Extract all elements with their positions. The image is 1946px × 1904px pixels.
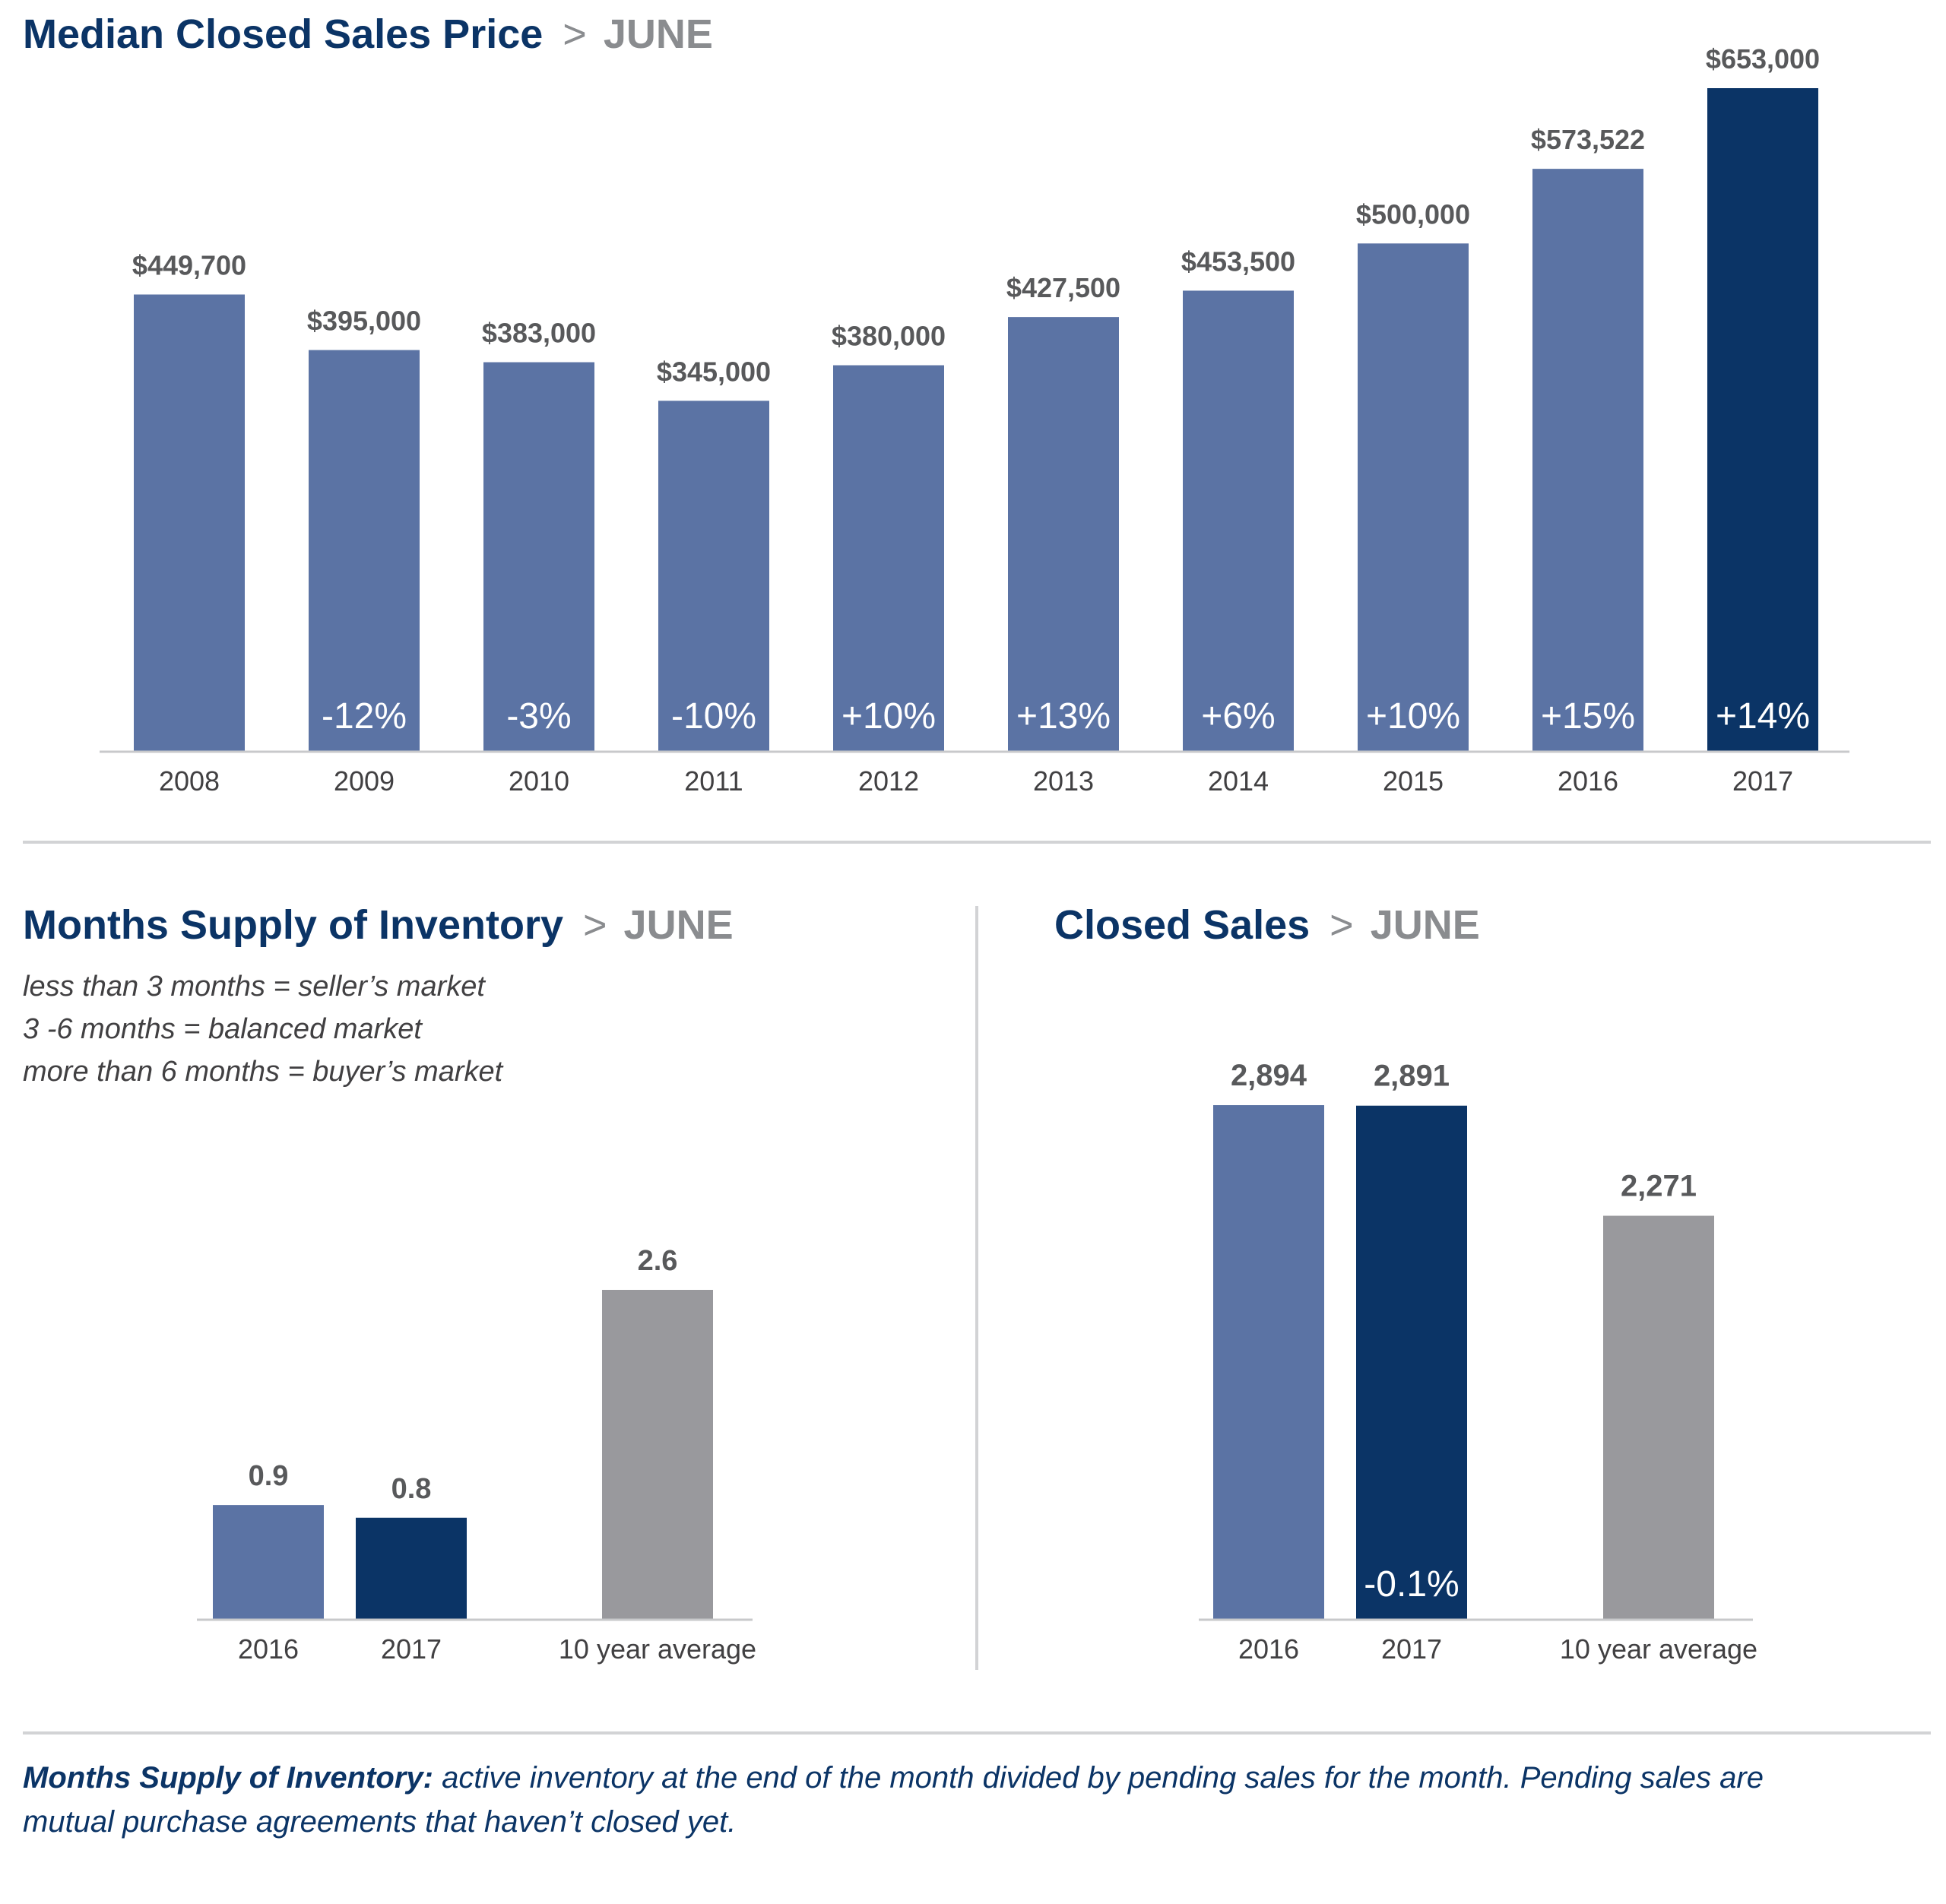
change-label: +13%	[1016, 696, 1111, 737]
median-price-title-text: Median Closed Sales Price	[23, 11, 544, 57]
x-tick-label: 2016	[1558, 765, 1618, 797]
title-separator: >	[583, 902, 607, 948]
value-label: $345,000	[657, 356, 771, 387]
bar-2010	[483, 362, 594, 751]
bar-10-year-average	[602, 1290, 713, 1619]
closed-sales-title-text: Closed Sales	[1054, 902, 1311, 948]
x-tick-label: 10 year average	[1560, 1633, 1757, 1665]
value-label: $383,000	[482, 318, 596, 349]
bar-2017	[1356, 1105, 1467, 1619]
x-tick-label: 2016	[238, 1633, 299, 1665]
change-label: -0.1%	[1364, 1564, 1459, 1605]
value-label: 2,891	[1374, 1060, 1450, 1093]
change-label: +6%	[1201, 696, 1275, 737]
section-divider-top	[23, 841, 1931, 844]
x-tick-label: 2011	[684, 765, 743, 797]
footnote-text: active inventory at the end of the month…	[23, 1761, 1764, 1839]
x-tick-label: 2014	[1208, 765, 1269, 797]
value-label: 2,894	[1231, 1059, 1307, 1092]
bar-2014	[1183, 290, 1294, 751]
value-label: $449,700	[132, 249, 246, 280]
title-separator: >	[563, 11, 587, 57]
x-tick-label: 2016	[1238, 1633, 1299, 1665]
bar-2016	[213, 1505, 324, 1619]
bar-2017	[1707, 88, 1818, 751]
x-tick-label: 2017	[1381, 1633, 1442, 1665]
value-label: 2.6	[638, 1245, 678, 1277]
months-supply-chart: 0.9 2016 0.8 2017 2.6 10 year average	[197, 1245, 756, 1665]
sellers-market-note: less than 3 months = seller’s market	[23, 971, 485, 1003]
months-supply-title: Months Supply of Inventory > JUNE	[23, 904, 734, 946]
closed-sales-chart: 2,894 2016 2,891 -0.1% 2017 2,271 10 year aver…	[1199, 1059, 1757, 1665]
bar-2008	[134, 294, 245, 751]
closed-sales-month: JUNE	[1370, 902, 1480, 948]
value-label: $453,500	[1181, 246, 1295, 277]
change-label: +15%	[1541, 696, 1635, 737]
bar-2012	[833, 365, 944, 751]
median-price-title: Median Closed Sales Price > JUNE	[23, 14, 713, 55]
market-legend: less than 3 months = seller’s market 3 -…	[23, 965, 502, 1093]
x-tick-label: 10 year average	[559, 1633, 756, 1665]
change-label: -3%	[506, 696, 571, 737]
x-tick-label: 2008	[159, 765, 220, 797]
bar-2015	[1358, 243, 1469, 752]
change-label: +10%	[1366, 696, 1460, 737]
x-tick-label: 2009	[334, 765, 395, 797]
bar-2016	[1532, 169, 1643, 752]
title-separator: >	[1330, 902, 1354, 948]
x-tick-label: 2012	[858, 765, 919, 797]
value-label: $573,522	[1531, 124, 1645, 155]
change-label: -12%	[322, 696, 407, 737]
x-tick-label: 2010	[509, 765, 569, 797]
x-tick-label: 2015	[1383, 765, 1444, 797]
x-tick-label: 2017	[381, 1633, 442, 1665]
footnote-term: Months Supply of Inventory:	[23, 1761, 433, 1795]
months-supply-title-text: Months Supply of Inventory	[23, 902, 563, 948]
section-divider-bottom	[23, 1731, 1931, 1735]
months-supply-month: JUNE	[623, 902, 734, 948]
bar-2017	[356, 1517, 467, 1619]
median-price-month: JUNE	[603, 11, 713, 57]
value-label: $380,000	[832, 321, 946, 352]
balanced-market-note: 3 -6 months = balanced market	[23, 1013, 422, 1045]
buyers-market-note: more than 6 months = buyer’s market	[23, 1056, 503, 1088]
median-price-chart: $449,700 2008 $395,000 -12% 2009 $383,000 -3% 2…	[100, 43, 1849, 797]
value-label: $395,000	[307, 306, 421, 337]
x-tick-label: 2013	[1033, 765, 1094, 797]
value-label: $653,000	[1706, 43, 1820, 74]
bar-2009	[309, 350, 420, 751]
bar-2013	[1008, 317, 1119, 752]
bar-10-year-average	[1603, 1215, 1714, 1619]
value-label: 0.8	[391, 1473, 432, 1505]
value-label: $500,000	[1356, 198, 1470, 230]
bar-2011	[658, 401, 769, 751]
definition-footnote: Months Supply of Inventory: active inven…	[23, 1756, 1771, 1844]
x-tick-label: 2017	[1732, 765, 1793, 797]
section-divider-vertical	[975, 906, 978, 1670]
closed-sales-title: Closed Sales > JUNE	[1054, 904, 1480, 946]
change-label: +10%	[841, 696, 936, 737]
change-label: +14%	[1716, 696, 1810, 737]
change-label: -10%	[671, 696, 756, 737]
value-label: $427,500	[1006, 272, 1120, 303]
bar-2016	[1213, 1105, 1324, 1619]
value-label: 2,271	[1621, 1170, 1697, 1203]
value-label: 0.9	[249, 1460, 289, 1492]
